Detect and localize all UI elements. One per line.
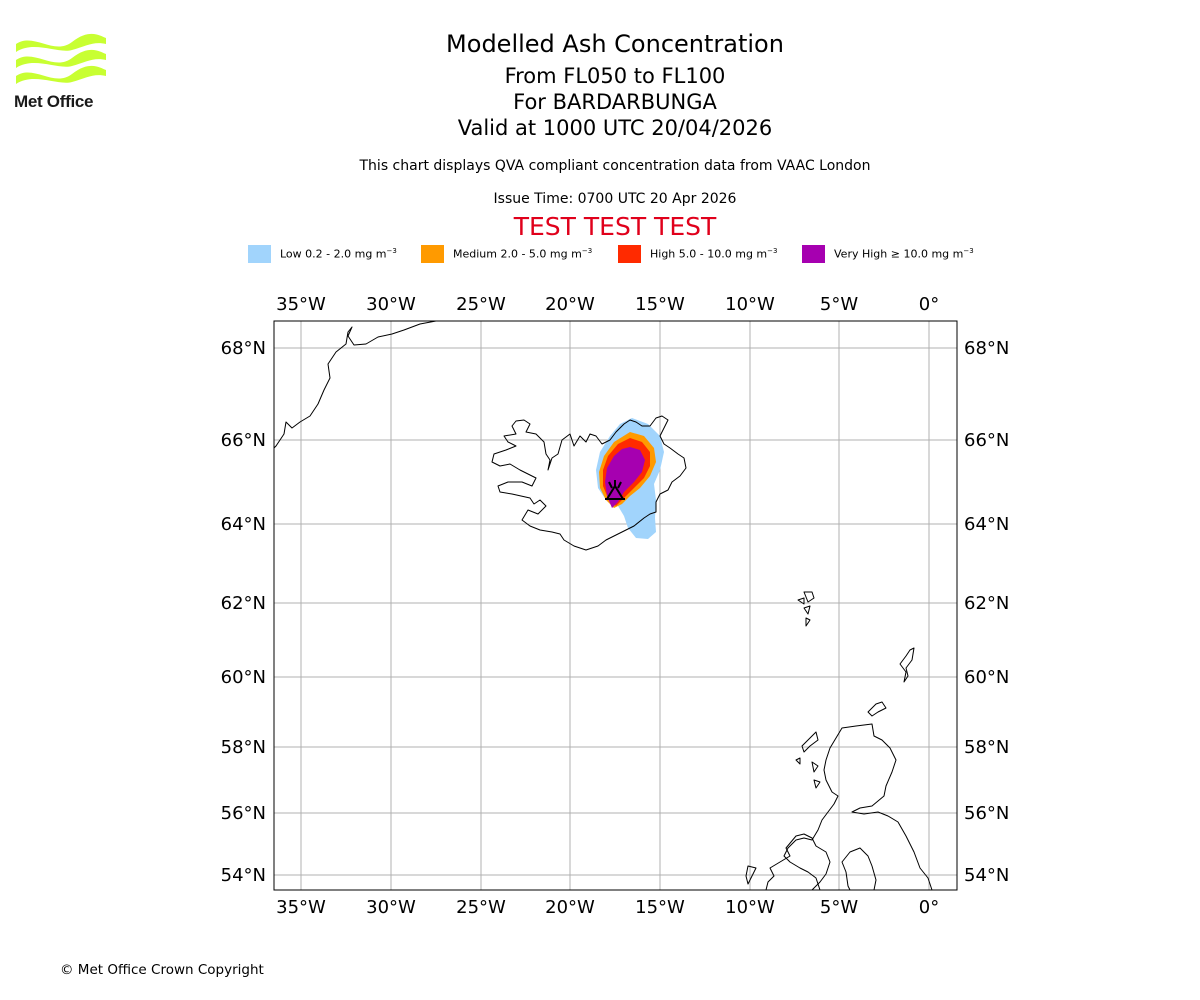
legend-label-very-high: Very High ≥ 10.0 mg m — [834, 247, 964, 261]
logo-text: Met Office — [14, 92, 94, 111]
lon-labels-top: 35°W 30°W 25°W 20°W 15°W 10°W 5°W 0° — [276, 294, 939, 315]
lat-labels-right: 68°N 66°N 64°N 62°N 60°N 58°N 56°N 54°N — [964, 338, 1009, 886]
lat-label: 58°N — [221, 737, 266, 758]
lat-label: 64°N — [964, 514, 1009, 535]
lat-label: 56°N — [964, 803, 1009, 824]
lat-label: 60°N — [221, 667, 266, 688]
lon-label: 0° — [919, 897, 939, 918]
legend-label-low: Low 0.2 - 2.0 mg m — [280, 247, 387, 261]
legend-swatch-very-high — [802, 245, 825, 263]
lat-label: 56°N — [221, 803, 266, 824]
coastline-britain — [783, 723, 933, 890]
lat-label: 58°N — [964, 737, 1009, 758]
lat-label: 66°N — [964, 430, 1009, 451]
lat-label: 66°N — [221, 430, 266, 451]
lon-label: 15°W — [635, 897, 685, 918]
lat-label: 54°N — [964, 865, 1009, 886]
copyright-text: © Met Office Crown Copyright — [60, 962, 264, 978]
lon-label: 35°W — [276, 294, 326, 315]
test-banner: TEST TEST TEST — [513, 212, 717, 241]
legend-swatch-low — [248, 245, 271, 263]
lon-label: 15°W — [635, 294, 685, 315]
lat-label: 68°N — [964, 338, 1009, 359]
coastline-shetland — [899, 647, 915, 683]
lon-label: 20°W — [545, 294, 595, 315]
lat-label: 62°N — [221, 593, 266, 614]
lon-label: 10°W — [725, 294, 775, 315]
lat-label: 68°N — [221, 338, 266, 359]
coastline-iceland — [491, 415, 687, 551]
lon-labels-bottom: 35°W 30°W 25°W 20°W 15°W 10°W 5°W 0° — [276, 897, 939, 918]
volcano-icon — [605, 480, 625, 500]
legend-swatch-high — [618, 245, 641, 263]
lon-label: 25°W — [456, 294, 506, 315]
chart-title: Modelled Ash Concentration — [446, 30, 784, 58]
lat-labels-left: 68°N 66°N 64°N 62°N 60°N 58°N 56°N 54°N — [221, 338, 266, 886]
legend-very-high: Very High ≥ 10.0 mg m−3 — [802, 244, 974, 264]
gridlines — [274, 321, 957, 890]
coastline-greenland — [274, 321, 437, 449]
legend-swatch-medium — [421, 245, 444, 263]
issue-time: Issue Time: 0700 UTC 20 Apr 2026 — [493, 191, 737, 207]
legend-low: Low 0.2 - 2.0 mg m−3 — [248, 244, 397, 264]
ash-very-high — [605, 447, 645, 508]
flight-levels: From FL050 to FL100 — [504, 64, 726, 88]
coastline-ireland — [765, 833, 831, 890]
met-office-logo — [16, 33, 106, 84]
subtitle: This chart displays QVA compliant concen… — [359, 158, 871, 174]
lon-label: 0° — [919, 294, 939, 315]
lon-label: 5°W — [820, 294, 858, 315]
legend-label-high: High 5.0 - 10.0 mg m — [650, 247, 768, 261]
map-frame — [273, 320, 958, 891]
lon-label: 5°W — [820, 897, 858, 918]
coastline-faroe — [803, 591, 815, 603]
legend-medium: Medium 2.0 - 5.0 mg m−3 — [421, 244, 592, 264]
coastline-hebrides — [801, 731, 819, 753]
lat-label: 62°N — [964, 593, 1009, 614]
lon-label: 30°W — [366, 897, 416, 918]
valid-time: Valid at 1000 UTC 20/04/2026 — [457, 116, 773, 140]
lat-label: 64°N — [221, 514, 266, 535]
legend-label-medium: Medium 2.0 - 5.0 mg m — [453, 247, 582, 261]
lat-label: 54°N — [221, 865, 266, 886]
lon-label: 10°W — [725, 897, 775, 918]
coastlines — [274, 321, 933, 890]
lon-label: 30°W — [366, 294, 416, 315]
coastline-orkney — [867, 701, 887, 717]
volcano-name: For BARDARBUNGA — [513, 90, 717, 114]
legend-high: High 5.0 - 10.0 mg m−3 — [618, 244, 777, 264]
map-content — [274, 321, 957, 890]
lat-label: 60°N — [964, 667, 1009, 688]
lon-label: 35°W — [276, 897, 326, 918]
lon-label: 20°W — [545, 897, 595, 918]
lon-label: 25°W — [456, 897, 506, 918]
